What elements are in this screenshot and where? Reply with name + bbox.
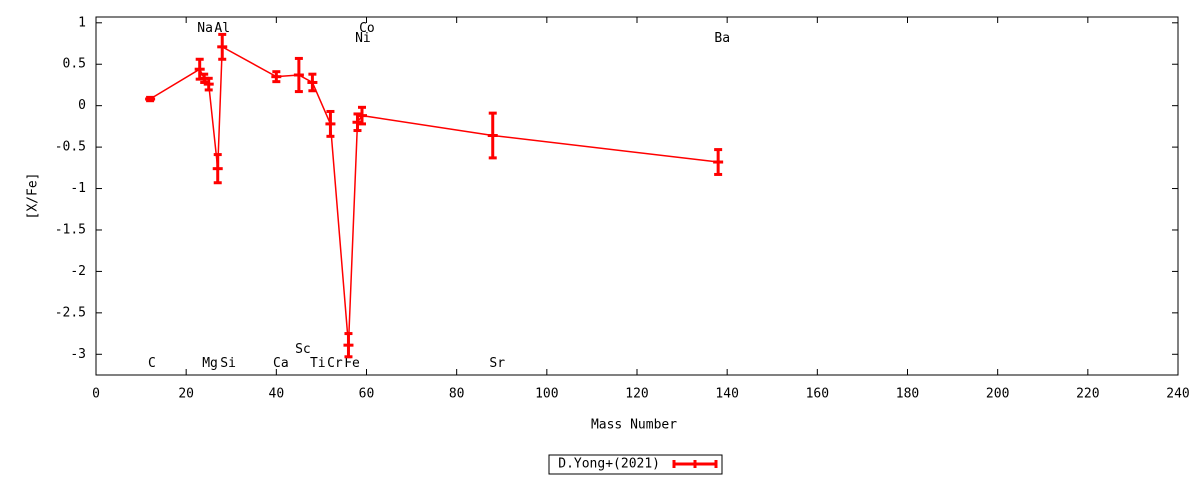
y-axis-label: [X/Fe] [26, 173, 41, 220]
x-tick-label: 40 [269, 387, 285, 402]
x-tick-label: 100 [535, 387, 558, 402]
element-label: Fe [344, 356, 360, 371]
element-label: Ni [355, 31, 371, 46]
x-tick-label: 120 [625, 387, 648, 402]
element-label: C [148, 356, 156, 371]
x-tick-label: 220 [1076, 387, 1099, 402]
element-label: Sr [489, 356, 505, 371]
element-label: Ca [273, 356, 289, 371]
element-label: Ba [714, 31, 730, 46]
x-tick-label: 0 [92, 387, 100, 402]
legend-label: D.Yong+(2021) [558, 457, 660, 472]
y-tick-label: 0 [78, 98, 86, 113]
y-tick-label: 1 [78, 15, 86, 30]
element-label: Ti [310, 356, 326, 371]
x-tick-label: 240 [1166, 387, 1189, 402]
x-tick-label: 140 [715, 387, 738, 402]
x-tick-label: 200 [986, 387, 1009, 402]
x-tick-label: 20 [178, 387, 194, 402]
element-label: Co [359, 21, 375, 36]
series-line [149, 45, 719, 346]
x-tick-label: 60 [359, 387, 375, 402]
y-tick-label: -2 [70, 264, 86, 279]
legend-box [548, 454, 723, 475]
x-tick-label: 80 [449, 387, 465, 402]
y-tick-label: -3 [70, 347, 86, 362]
y-tick-label: -2.5 [55, 305, 86, 320]
y-tick-label: -1.5 [55, 222, 86, 237]
element-label: Cr [327, 356, 343, 371]
element-label: Al [214, 21, 230, 36]
x-tick-label: 180 [896, 387, 919, 402]
y-tick-label: -1 [70, 181, 86, 196]
x-axis-label: Mass Number [591, 418, 677, 433]
plot-frame [95, 16, 1179, 376]
element-label: Sc [295, 342, 311, 357]
y-tick-label: -0.5 [55, 140, 86, 155]
y-tick-label: 0.5 [63, 57, 86, 72]
x-tick-label: 160 [806, 387, 829, 402]
element-label: Si [220, 356, 236, 371]
element-label: Na [197, 21, 213, 36]
element-label: Mg [202, 356, 218, 371]
